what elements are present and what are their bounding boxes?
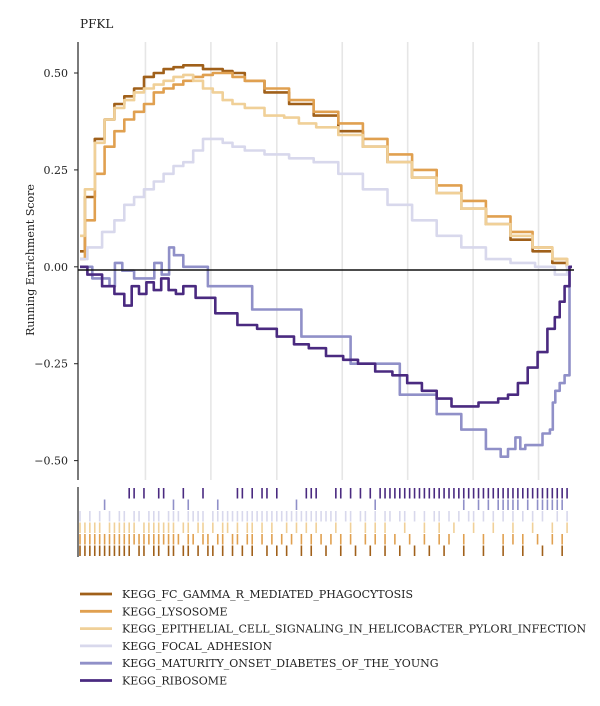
y-axis-label: Running Enrichment Score [24,184,37,336]
legend-entry: KEGG_FC_GAMMA_R_MEDIATED_PHAGOCYTOSIS [80,588,413,601]
series-line-2 [80,73,572,269]
y-tick-label: −0.50 [34,455,68,468]
hit-rug [79,488,568,556]
legend-label: KEGG_FOCAL_ADHESION [122,640,272,653]
y-tick-label: 0.25 [44,164,69,177]
legend-label: KEGG_FC_GAMMA_R_MEDIATED_PHAGOCYTOSIS [122,588,413,601]
series-line-3 [80,137,572,276]
grid-lines [144,42,540,480]
legend-label: KEGG_MATURITY_ONSET_DIABETES_OF_THE_YOUN… [122,657,439,670]
legend-entry: KEGG_FOCAL_ADHESION [80,640,272,653]
y-tick-label: −0.25 [34,358,68,371]
legend-entry: KEGG_MATURITY_ONSET_DIABETES_OF_THE_YOUN… [80,657,439,670]
legend-entry: KEGG_EPITHELIAL_CELL_SIGNALING_IN_HELICO… [80,623,586,636]
series-line-5 [80,265,572,408]
y-ticks: 0.50 0.25 0.00 −0.25 −0.50 [34,67,78,468]
series-lines [80,64,572,458]
legend-label: KEGG_EPITHELIAL_CELL_SIGNALING_IN_HELICO… [122,623,586,636]
legend-entry: KEGG_LYSOSOME [80,605,228,618]
y-tick-label: 0.00 [44,261,69,274]
legend-label: KEGG_RIBOSOME [122,675,227,688]
y-tick-label: 0.50 [44,67,69,80]
legend: KEGG_FC_GAMMA_R_MEDIATED_PHAGOCYTOSIS KEG… [80,588,586,688]
series-line-4 [80,246,572,458]
legend-entry: KEGG_RIBOSOME [80,675,227,688]
series-line-1 [80,71,572,269]
legend-label: KEGG_LYSOSOME [122,605,228,618]
chart-title: PFKL [80,17,113,31]
